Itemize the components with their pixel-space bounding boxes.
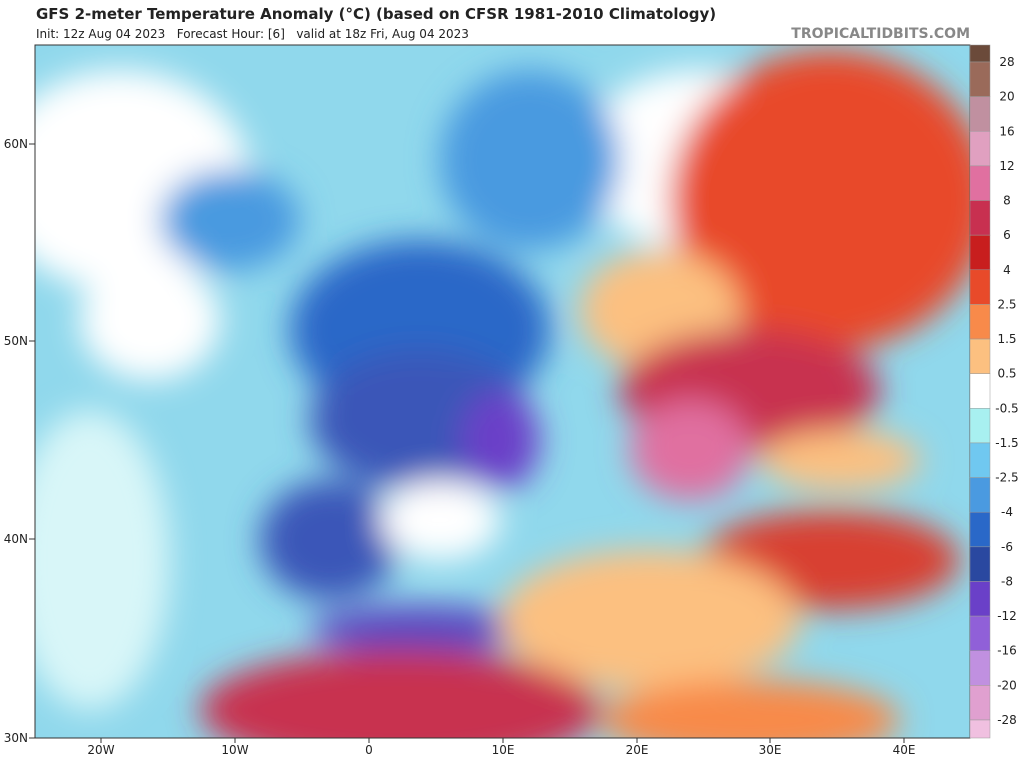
colorbar-label: 12 [999,159,1014,173]
colorbar-label: -28 [997,713,1017,727]
colorbar-swatch [969,234,991,271]
colorbar-label: -0.5 [995,401,1018,415]
colorbar-label: -2.5 [995,471,1018,485]
colorbar-label: 28 [999,55,1014,69]
title: GFS 2-meter Temperature Anomaly (°C) (ba… [36,5,716,23]
colorbar-swatch [969,408,991,444]
colorbar-swatch [969,477,991,513]
colorbar-swatch [969,581,991,617]
colorbar-swatch [969,131,991,167]
colorbar-label: 20 [999,90,1014,104]
colorbar-label: 2.5 [997,297,1016,311]
colorbar-swatch [969,615,991,651]
lon-label: 20E [626,743,649,757]
colorbar-label: -6 [1001,540,1013,554]
lat-label: 60N [4,137,28,151]
colorbar-label: -16 [997,644,1017,658]
colorbar-swatch [969,511,991,548]
lon-label: 40E [893,743,916,757]
colorbar-label: 8 [1003,194,1011,208]
colorbar-swatch [969,338,991,374]
colorbar-label: -8 [1001,574,1013,588]
lat-label: 40N [4,532,28,546]
lon-label: 10W [221,743,248,757]
lon-label: 10E [492,743,515,757]
colorbar-swatch [969,269,991,305]
credit: TROPICALTIDBITS.COM [791,26,970,42]
colorbar-swatch [969,165,991,201]
lon-label: 30E [759,743,782,757]
subtitle: Init: 12z Aug 04 2023 Forecast Hour: [6]… [36,27,469,41]
colorbar-label: 1.5 [997,332,1016,346]
colorbar-label: -20 [997,678,1017,692]
map [35,45,970,738]
colorbar-swatch [969,96,991,132]
colorbar-label: -1.5 [995,436,1018,450]
colorbar-label: 16 [999,124,1014,138]
colorbar-swatch [969,61,991,97]
colorbar-swatch [969,200,991,236]
colorbar-swatch [969,546,991,582]
lon-label: 0 [365,743,373,757]
colorbar-swatch [969,304,991,340]
colorbar-label: 6 [1003,228,1011,242]
colorbar-label: 4 [1003,263,1011,277]
colorbar-swatch [969,685,991,721]
colorbar-swatch [969,44,991,63]
colorbar-label: 0.5 [997,367,1016,381]
lat-label: 50N [4,334,28,348]
colorbar-label: -4 [1001,505,1013,519]
colorbar-label: -12 [997,609,1017,623]
colorbar-swatch [969,373,991,409]
lon-label: 20W [87,743,114,757]
colorbar-swatch [969,719,991,739]
colorbar-swatch [969,442,991,478]
colorbar-swatch [969,650,991,686]
lat-label: 30N [4,731,28,745]
